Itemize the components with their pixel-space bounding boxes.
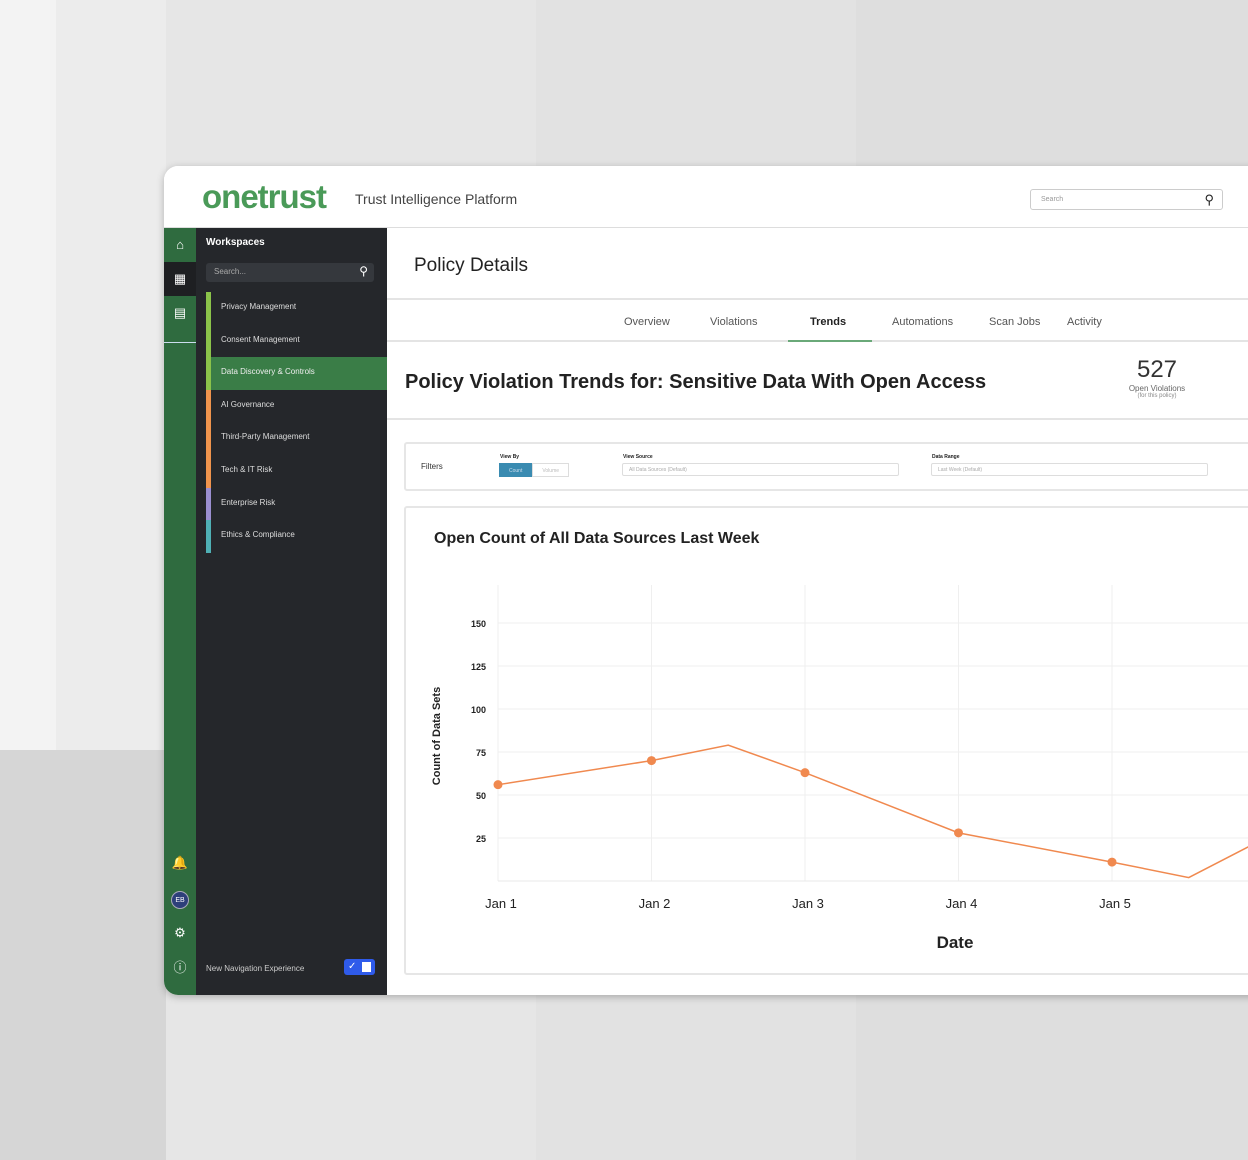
series-line: [497, 744, 1248, 879]
tab-scan-jobs[interactable]: Scan Jobs: [989, 316, 1041, 328]
data-point: [800, 768, 810, 778]
sidebar-item[interactable]: Enterprise Risk: [206, 487, 387, 521]
violation-trends-title: Policy Violation Trends for: Sensitive D…: [405, 371, 987, 393]
y-tick-label: 100: [471, 705, 486, 715]
tab-bar: Overview Violations Trends Automations S…: [387, 298, 1248, 342]
icon-rail: ⌂ ▦ ▤ 🔔 EB ⚙ ⓘ: [164, 228, 196, 995]
onetrust-logo[interactable]: onetrust: [202, 178, 327, 215]
y-tick-label: 25: [476, 834, 486, 844]
x-tick-label: Jan 3: [792, 896, 824, 911]
x-tick-label: Jan 5: [1099, 896, 1131, 911]
divider: [387, 418, 1248, 420]
tab-violations[interactable]: Violations: [710, 316, 758, 328]
avatar[interactable]: EB: [164, 881, 196, 915]
chart-card: Open Count of All Data Sources Last Week: [404, 506, 1248, 975]
y-tick-label: 125: [471, 662, 486, 672]
sidebar-item[interactable]: Tech & IT Risk: [206, 455, 387, 488]
category-color-bar: [206, 520, 211, 554]
rail-divider: [164, 342, 196, 343]
chart-title: Open Count of All Data Sources Last Week: [434, 530, 760, 547]
x-tick-label: Jan 4: [946, 896, 978, 911]
sidebar-title: Workspaces: [206, 237, 265, 248]
global-search-input[interactable]: Search ⚲: [1030, 189, 1223, 210]
x-tick-label: Jan 1: [485, 896, 517, 911]
open-violations-summary: 527 Open Violations (for this policy): [1117, 356, 1197, 399]
y-tick-label: 150: [471, 619, 486, 629]
sidebar-search-input[interactable]: Search... ⚲: [206, 263, 374, 282]
data-point: [1107, 857, 1117, 867]
sidebar-item-label: Ethics & Compliance: [221, 530, 295, 540]
category-color-bar: [206, 487, 211, 521]
sidebar-item[interactable]: Privacy Management: [206, 292, 387, 325]
filters-panel: Filters View By Count Volume View Source…: [404, 442, 1248, 491]
sidebar-item[interactable]: Ethics & Compliance: [206, 520, 387, 554]
sidebar-item[interactable]: AI Governance: [206, 389, 387, 423]
date-range-label: Data Range: [932, 454, 960, 460]
view-by-count[interactable]: Count: [499, 463, 533, 477]
view-source-select[interactable]: All Data Sources (Default): [622, 463, 899, 476]
platform-title: Trust Intelligence Platform: [355, 191, 518, 207]
sidebar-item-label: Third-Party Management: [221, 432, 310, 442]
x-axis-label: Date: [937, 933, 974, 952]
open-violations-count: 527: [1136, 356, 1178, 383]
search-placeholder: Search: [1041, 196, 1064, 203]
y-tick-label: 75: [476, 748, 486, 758]
x-tick-label: Jan 2: [639, 896, 671, 911]
briefcase-icon[interactable]: ▤: [173, 305, 187, 320]
data-point: [954, 828, 963, 838]
avatar-initials: EB: [171, 891, 189, 909]
sidebar-item-label: Tech & IT Risk: [221, 465, 273, 474]
workspaces-sidebar: Workspaces Search... ⚲ Privacy Management…: [196, 228, 387, 995]
new-navigation-label: New Navigation Experience: [206, 964, 305, 973]
category-color-bar: [206, 455, 211, 488]
view-source-label: View Source: [623, 454, 653, 460]
gear-icon[interactable]: ⚙: [174, 925, 186, 940]
open-violations-sub: (for this policy): [1137, 393, 1177, 399]
view-by-toggle: Count Volume: [499, 463, 570, 477]
category-color-bar: [206, 422, 211, 456]
tab-overview[interactable]: Overview: [624, 316, 670, 328]
new-navigation-toggle[interactable]: ✓: [344, 959, 375, 975]
sidebar-item-label: Enterprise Risk: [221, 497, 276, 507]
search-icon[interactable]: ⚲: [359, 264, 368, 278]
category-color-bar: [206, 292, 211, 325]
tab-trends[interactable]: Trends: [810, 316, 847, 328]
main-content: Policy Details Overview Violations Trend…: [387, 228, 1248, 995]
active-tab-indicator: [788, 340, 872, 342]
category-color-bar: [206, 389, 211, 423]
sidebar-item[interactable]: Third-Party Management: [206, 422, 387, 456]
open-violations-label: Open Violations: [1128, 384, 1186, 393]
tab-automations[interactable]: Automations: [892, 316, 954, 328]
sidebar-item-label: Consent Management: [221, 334, 300, 344]
data-point: [493, 780, 503, 790]
bell-icon[interactable]: 🔔: [171, 855, 189, 870]
sidebar-item-label: AI Governance: [221, 399, 275, 409]
view-by-label: View By: [500, 454, 520, 460]
category-color-bar: [206, 324, 211, 358]
help-icon[interactable]: ⓘ: [173, 960, 187, 975]
sidebar-item[interactable]: Consent Management: [206, 324, 387, 358]
search-icon[interactable]: ⚲: [1204, 192, 1214, 207]
y-axis-label: Count of Data Sets: [431, 687, 443, 785]
y-tick-label: 50: [476, 791, 486, 801]
app-window: onetrust Trust Intelligence Platform Sea…: [164, 166, 1248, 995]
home-icon[interactable]: ⌂: [176, 237, 184, 252]
view-by-volume[interactable]: Volume: [532, 463, 570, 477]
date-range-select[interactable]: Last Week (Default): [931, 463, 1208, 476]
sidebar-item-label: Privacy Management: [221, 302, 297, 311]
tab-activity[interactable]: Activity: [1067, 316, 1102, 328]
category-color-bar: [206, 357, 211, 391]
filters-label: Filters: [421, 462, 443, 471]
top-header: onetrust Trust Intelligence Platform Sea…: [164, 166, 1248, 228]
sidebar-item-label: Data Discovery & Controls: [221, 367, 315, 377]
sidebar-item[interactable]: Data Discovery & Controls: [206, 357, 387, 391]
grid-icon[interactable]: ▦: [164, 262, 196, 296]
page-title: Policy Details: [414, 255, 529, 276]
search-placeholder: Search...: [214, 267, 247, 276]
data-point: [647, 756, 656, 766]
